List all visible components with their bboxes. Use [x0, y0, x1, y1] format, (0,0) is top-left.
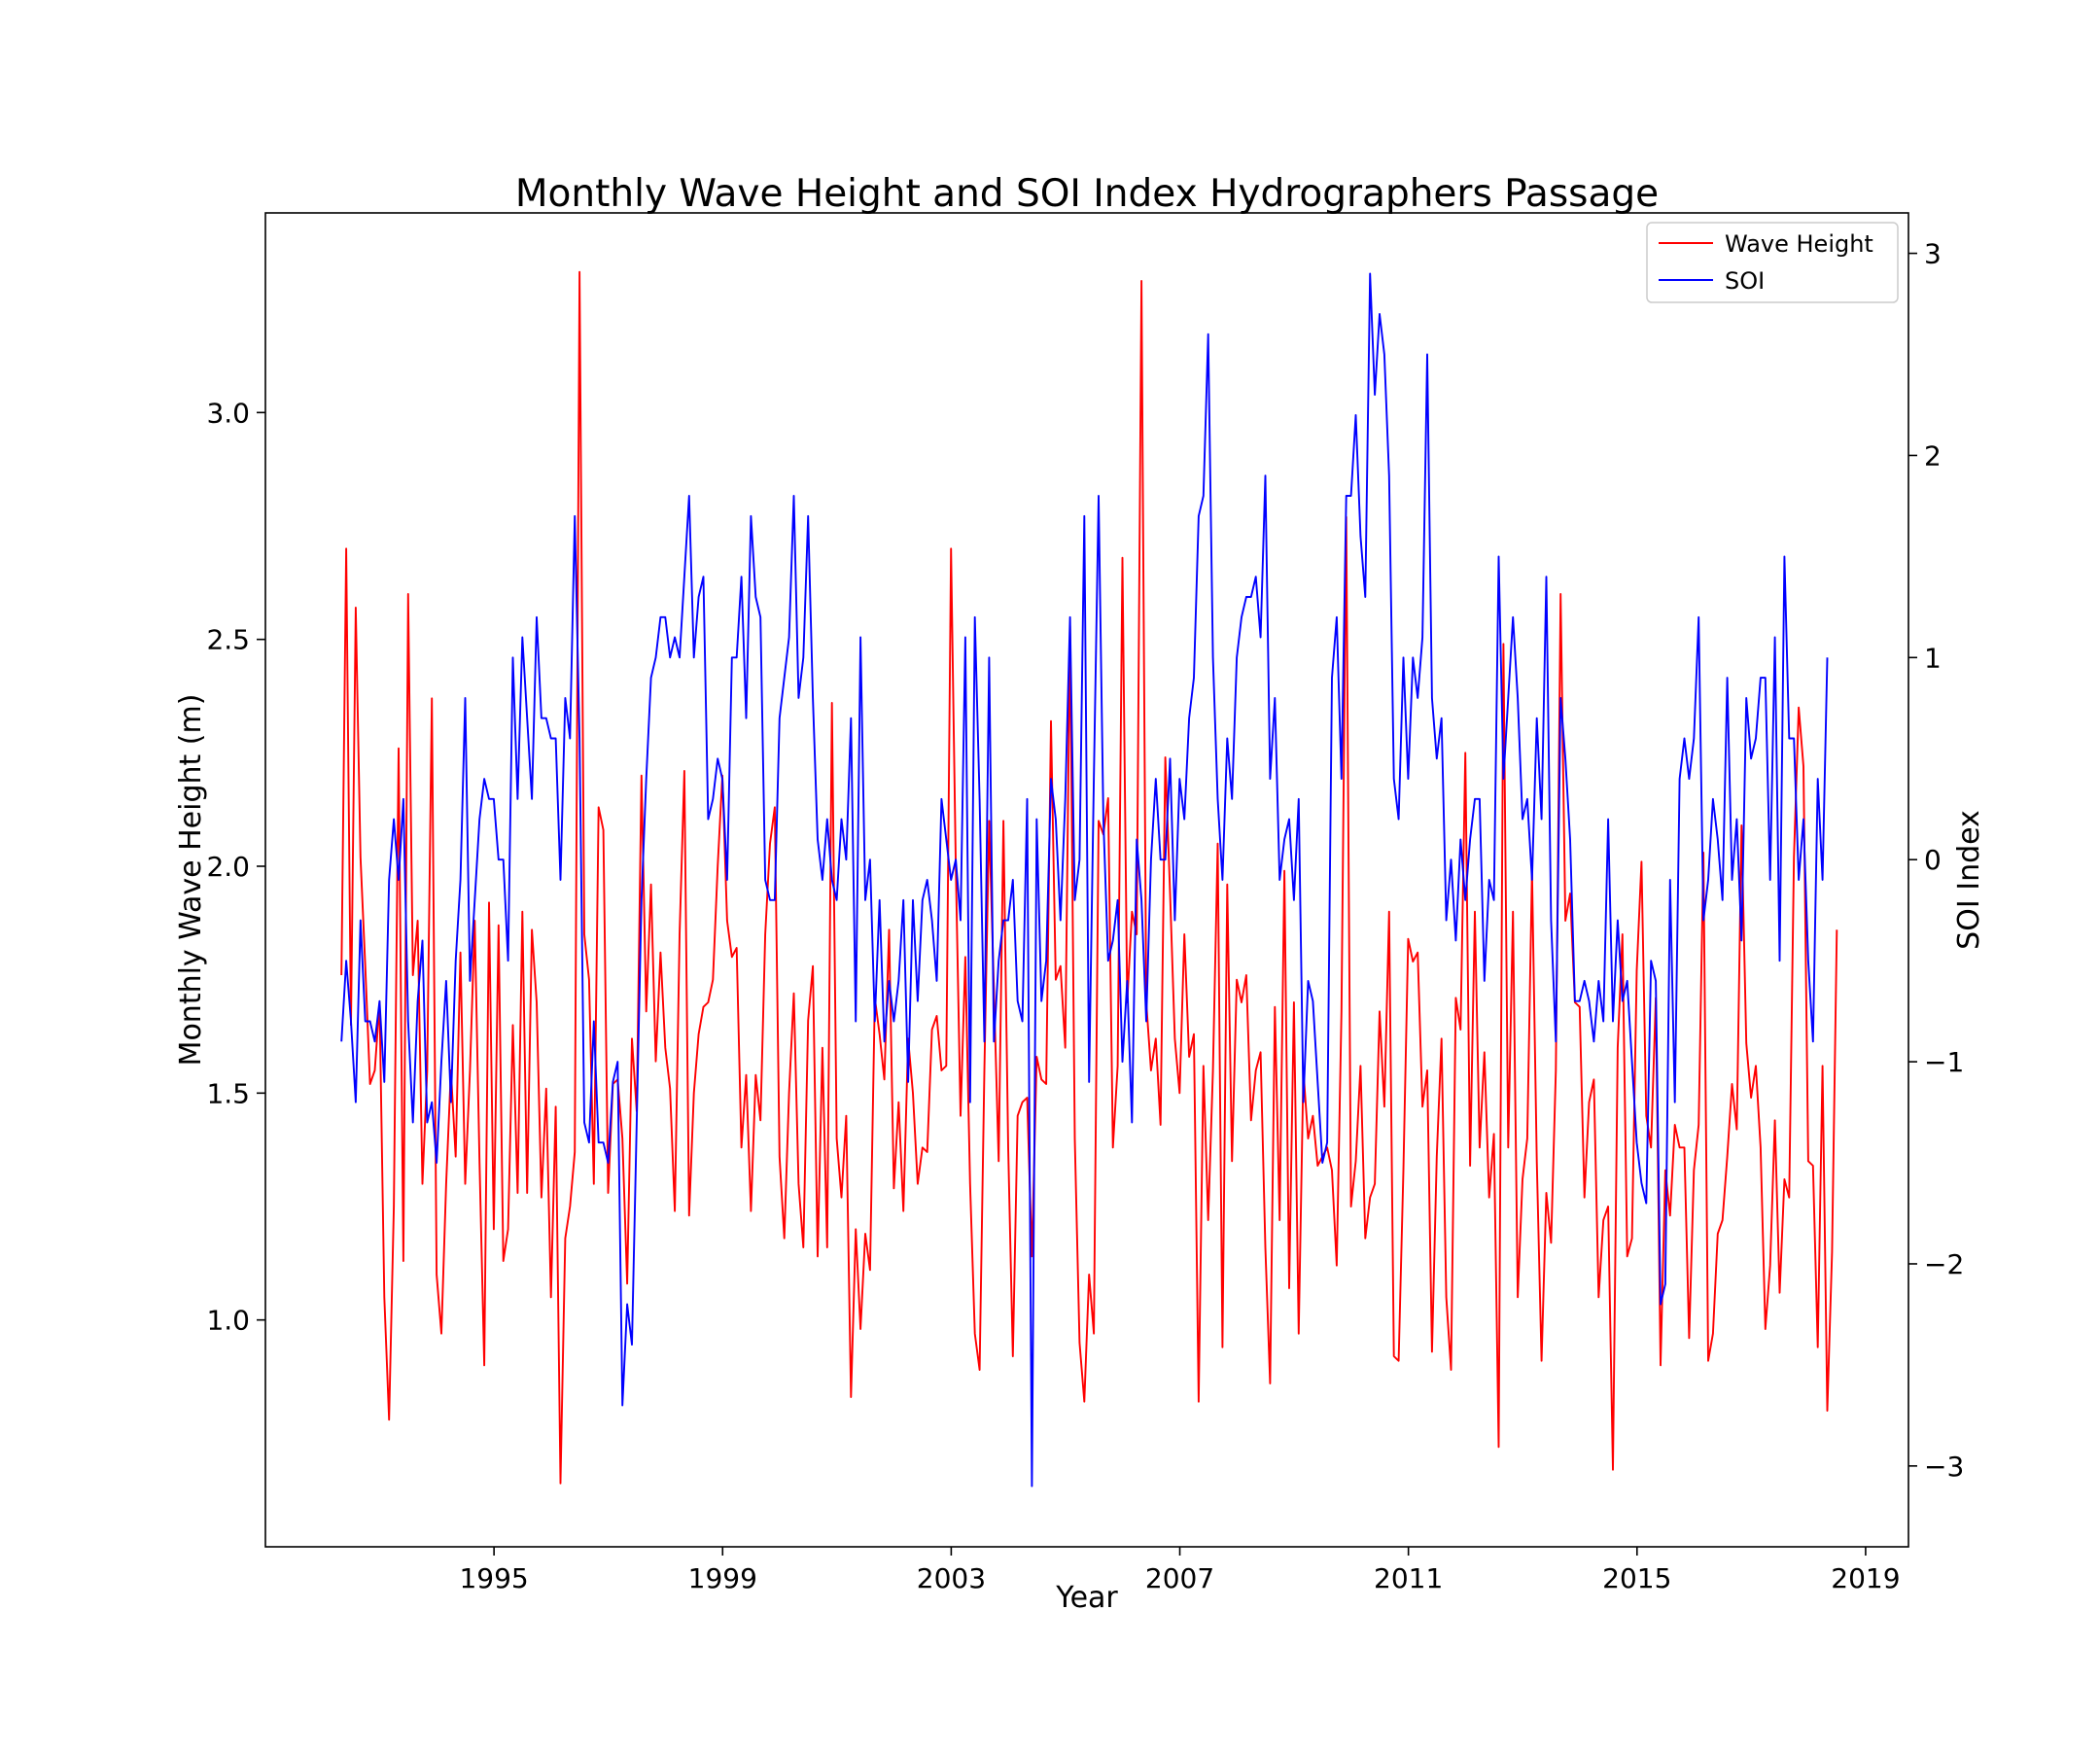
axes-frame: [264, 212, 1909, 1548]
y2-axis-label: SOI Index: [1952, 810, 1986, 950]
x-tick-label: 2015: [1602, 1562, 1671, 1594]
y-tick-label: 2.0: [206, 851, 250, 883]
y-tick-label: 1.0: [206, 1305, 250, 1337]
series-layer: [340, 270, 1838, 1488]
x-tick-label: 2003: [917, 1562, 986, 1594]
series-line-wave-height: [340, 270, 1838, 1485]
y2-tick-label: 0: [1924, 844, 1942, 876]
legend-label-wave-height: Wave Height: [1725, 230, 1873, 258]
legend-label-soi: SOI: [1725, 267, 1765, 295]
x-tick-label: 2007: [1145, 1562, 1214, 1594]
y2-tick-label: 2: [1924, 439, 1942, 472]
chart-title: Monthly Wave Height and SOI Index Hydrog…: [515, 172, 1659, 216]
y2-tick-label: 1: [1924, 642, 1942, 674]
y-axis-ticks: 1.0 1.5 2.0 2.5 3.0: [206, 397, 265, 1337]
y-tick-label: 1.5: [206, 1077, 250, 1109]
y-tick-label: 2.5: [206, 624, 250, 656]
x-axis-label: Year: [1055, 1581, 1118, 1615]
y-tick-label: 3.0: [206, 397, 250, 429]
y-axis-label: Monthly Wave Height (m): [174, 694, 208, 1067]
y2-tick-label: −1: [1924, 1046, 1964, 1078]
plot-area: [264, 212, 1909, 1548]
x-tick-label: 1995: [459, 1562, 528, 1594]
x-axis-ticks: 1995 1999 2003 2007 2011 2015 2019: [459, 1547, 1901, 1594]
x-tick-label: 2011: [1374, 1562, 1443, 1594]
series-line-soi: [340, 272, 1829, 1488]
y2-axis-ticks: −3 −2 −1 0 1 2 3: [1908, 238, 1964, 1483]
legend: Wave Height SOI: [1646, 222, 1899, 303]
x-tick-label: 1999: [688, 1562, 757, 1594]
y2-tick-label: −2: [1924, 1248, 1964, 1280]
y2-tick-label: 3: [1924, 238, 1942, 270]
y2-tick-label: −3: [1924, 1451, 1964, 1483]
x-tick-label: 2019: [1831, 1562, 1900, 1594]
